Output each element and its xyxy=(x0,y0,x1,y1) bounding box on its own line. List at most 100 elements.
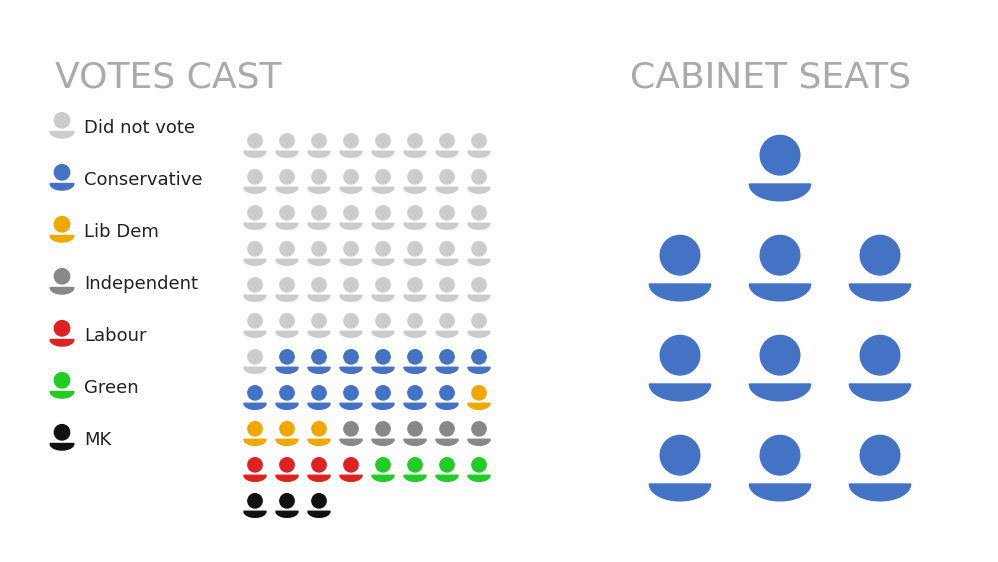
Circle shape xyxy=(248,278,262,292)
Circle shape xyxy=(408,314,422,328)
Circle shape xyxy=(344,314,358,328)
Polygon shape xyxy=(276,151,298,157)
Polygon shape xyxy=(244,151,266,157)
Polygon shape xyxy=(340,367,362,373)
Polygon shape xyxy=(276,187,298,193)
Polygon shape xyxy=(50,392,74,398)
Polygon shape xyxy=(749,384,810,401)
Polygon shape xyxy=(404,151,426,157)
Polygon shape xyxy=(404,331,426,337)
Circle shape xyxy=(279,278,294,292)
Circle shape xyxy=(376,350,390,364)
Circle shape xyxy=(248,350,262,364)
Text: Labour: Labour xyxy=(84,327,147,345)
Circle shape xyxy=(54,320,70,336)
Circle shape xyxy=(408,457,422,472)
Circle shape xyxy=(54,165,70,180)
Polygon shape xyxy=(404,475,426,481)
Polygon shape xyxy=(276,404,298,409)
Polygon shape xyxy=(50,443,74,450)
Circle shape xyxy=(440,350,454,364)
Circle shape xyxy=(440,206,454,220)
Polygon shape xyxy=(749,484,810,501)
Polygon shape xyxy=(404,367,426,373)
Circle shape xyxy=(376,134,390,148)
Circle shape xyxy=(311,170,326,184)
Polygon shape xyxy=(244,439,266,445)
Polygon shape xyxy=(244,475,266,481)
Circle shape xyxy=(376,386,390,400)
Polygon shape xyxy=(340,151,362,157)
Polygon shape xyxy=(340,404,362,409)
Circle shape xyxy=(860,436,900,475)
Polygon shape xyxy=(308,439,330,445)
Polygon shape xyxy=(244,295,266,301)
Polygon shape xyxy=(276,475,298,481)
Circle shape xyxy=(54,425,70,440)
Circle shape xyxy=(311,386,326,400)
Circle shape xyxy=(408,278,422,292)
Circle shape xyxy=(344,134,358,148)
Polygon shape xyxy=(372,439,394,445)
Polygon shape xyxy=(308,223,330,229)
Polygon shape xyxy=(436,367,458,373)
Polygon shape xyxy=(340,475,362,481)
Polygon shape xyxy=(50,339,74,346)
Circle shape xyxy=(472,386,486,400)
Circle shape xyxy=(248,314,262,328)
Circle shape xyxy=(760,436,799,475)
Polygon shape xyxy=(468,404,490,409)
Circle shape xyxy=(279,206,294,220)
Circle shape xyxy=(279,422,294,436)
Polygon shape xyxy=(404,295,426,301)
Polygon shape xyxy=(340,295,362,301)
Polygon shape xyxy=(650,284,711,301)
Text: Did not vote: Did not vote xyxy=(84,119,195,137)
Circle shape xyxy=(440,422,454,436)
Text: VOTES CAST: VOTES CAST xyxy=(55,60,281,94)
Polygon shape xyxy=(276,223,298,229)
Circle shape xyxy=(472,278,486,292)
Polygon shape xyxy=(340,223,362,229)
Circle shape xyxy=(440,242,454,256)
Polygon shape xyxy=(468,187,490,193)
Polygon shape xyxy=(244,259,266,265)
Circle shape xyxy=(760,336,799,375)
Circle shape xyxy=(279,457,294,472)
Circle shape xyxy=(54,373,70,388)
Polygon shape xyxy=(308,511,330,518)
Circle shape xyxy=(440,457,454,472)
Circle shape xyxy=(376,278,390,292)
Circle shape xyxy=(279,314,294,328)
Circle shape xyxy=(248,170,262,184)
Polygon shape xyxy=(849,284,910,301)
Circle shape xyxy=(472,134,486,148)
Polygon shape xyxy=(308,295,330,301)
Polygon shape xyxy=(372,151,394,157)
Circle shape xyxy=(344,386,358,400)
Circle shape xyxy=(376,242,390,256)
Circle shape xyxy=(344,278,358,292)
Polygon shape xyxy=(650,384,711,401)
Circle shape xyxy=(248,206,262,220)
Polygon shape xyxy=(468,259,490,265)
Circle shape xyxy=(440,386,454,400)
Circle shape xyxy=(279,134,294,148)
Circle shape xyxy=(376,314,390,328)
Circle shape xyxy=(408,242,422,256)
Polygon shape xyxy=(436,404,458,409)
Polygon shape xyxy=(340,259,362,265)
Circle shape xyxy=(472,457,486,472)
Circle shape xyxy=(440,278,454,292)
Polygon shape xyxy=(650,484,711,501)
Circle shape xyxy=(661,336,700,375)
Circle shape xyxy=(311,350,326,364)
Circle shape xyxy=(661,436,700,475)
Polygon shape xyxy=(340,331,362,337)
Circle shape xyxy=(440,170,454,184)
Circle shape xyxy=(54,112,70,128)
Polygon shape xyxy=(404,223,426,229)
Polygon shape xyxy=(849,484,910,501)
Circle shape xyxy=(248,134,262,148)
Polygon shape xyxy=(308,367,330,373)
